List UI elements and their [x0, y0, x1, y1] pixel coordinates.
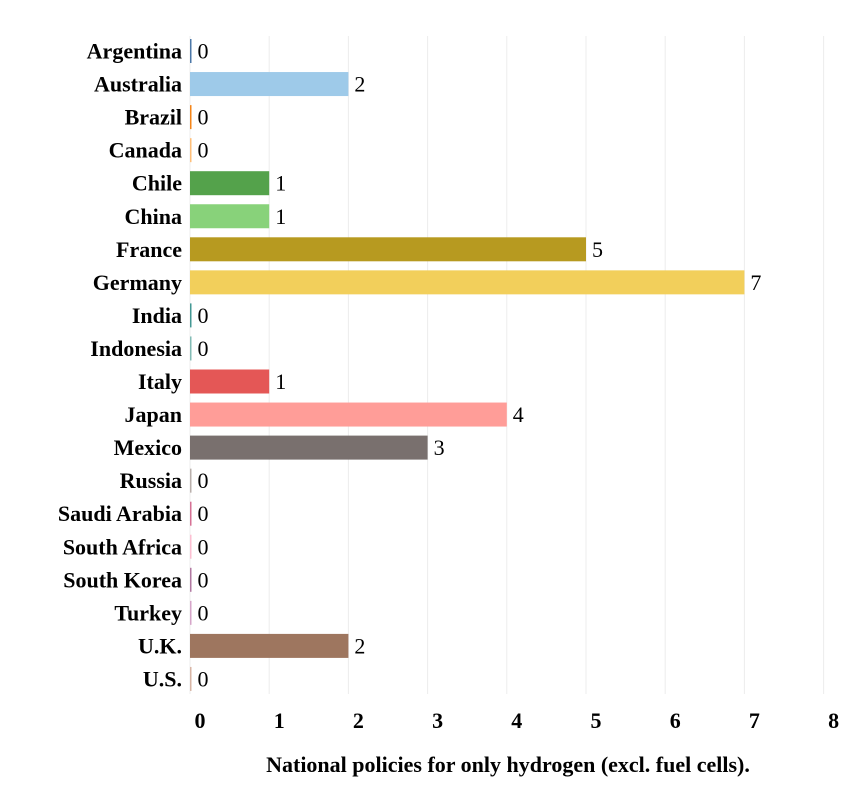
x-tick-label: 0: [195, 708, 206, 733]
x-tick-label: 4: [511, 708, 522, 733]
bars: [190, 39, 745, 691]
category-label: Indonesia: [90, 336, 182, 361]
value-label: 0: [198, 600, 209, 625]
bar: [190, 501, 192, 526]
category-label: Argentina: [87, 39, 182, 64]
bar: [190, 105, 192, 130]
x-tick-label: 8: [828, 708, 839, 733]
category-label: Turkey: [114, 600, 182, 625]
bar: [190, 534, 192, 559]
bar: [190, 435, 428, 460]
x-tick-label: 6: [670, 708, 681, 733]
bar: [190, 666, 192, 691]
value-label: 0: [198, 39, 209, 64]
value-label: 5: [592, 237, 603, 262]
bar: [190, 39, 192, 63]
gridlines: [189, 36, 825, 694]
bar: [190, 303, 192, 328]
bar: [190, 600, 192, 625]
bar: [190, 336, 192, 361]
bar: [190, 402, 507, 427]
bar: [190, 171, 270, 196]
category-label: Italy: [138, 369, 182, 394]
bar: [190, 204, 270, 229]
bar: [190, 138, 192, 163]
x-tick-label: 7: [749, 708, 760, 733]
value-label: 0: [198, 105, 209, 130]
bar: [190, 369, 270, 394]
category-label: Canada: [109, 138, 182, 163]
value-label: 2: [354, 633, 365, 658]
x-tick-label: 5: [591, 708, 602, 733]
value-label: 4: [513, 402, 524, 427]
value-label: 1: [275, 204, 286, 229]
x-tick-labels: 0 1 2 3 4 5 6 7 8: [195, 708, 840, 733]
value-label: 0: [198, 303, 209, 328]
category-label: South Africa: [63, 534, 182, 559]
value-label: 2: [354, 72, 365, 97]
value-label: 3: [434, 435, 445, 460]
category-label: India: [132, 303, 182, 328]
value-label: 0: [198, 567, 209, 592]
category-label: Japan: [125, 402, 182, 427]
category-label: China: [125, 204, 182, 229]
bar: [190, 633, 349, 658]
value-label: 1: [275, 171, 286, 196]
category-label: U.S.: [143, 666, 182, 691]
category-label: France: [116, 237, 182, 262]
category-label: Russia: [120, 468, 182, 493]
category-label: Chile: [132, 171, 182, 196]
value-label: 0: [198, 534, 209, 559]
bar: [190, 567, 192, 592]
category-label: U.K.: [138, 633, 182, 658]
category-label: Australia: [94, 72, 182, 97]
x-axis-title: National policies for only hydrogen (exc…: [266, 752, 750, 777]
value-label: 0: [198, 138, 209, 163]
value-label: 7: [750, 270, 761, 295]
x-tick-label: 3: [432, 708, 443, 733]
value-label: 1: [275, 369, 286, 394]
value-label: 0: [198, 501, 209, 526]
value-label: 0: [198, 336, 209, 361]
category-labels: Argentina Australia Brazil Canada Chile China…: [58, 39, 182, 692]
category-label: South Korea: [63, 567, 182, 592]
value-labels: 0 2 0 0 1 1 5 7 0 0 1 4 3 0 0 0 0 0 2 0: [198, 39, 762, 692]
bar: [190, 237, 586, 262]
category-label: Saudi Arabia: [58, 501, 182, 526]
bar: [190, 468, 192, 493]
x-tick-label: 1: [274, 708, 285, 733]
value-label: 0: [198, 666, 209, 691]
category-label: Mexico: [114, 435, 182, 460]
value-label: 0: [198, 468, 209, 493]
bar: [190, 270, 745, 295]
category-label: Germany: [93, 270, 182, 295]
category-label: Brazil: [125, 105, 182, 130]
x-tick-label: 2: [353, 708, 364, 733]
bar: [190, 72, 349, 97]
